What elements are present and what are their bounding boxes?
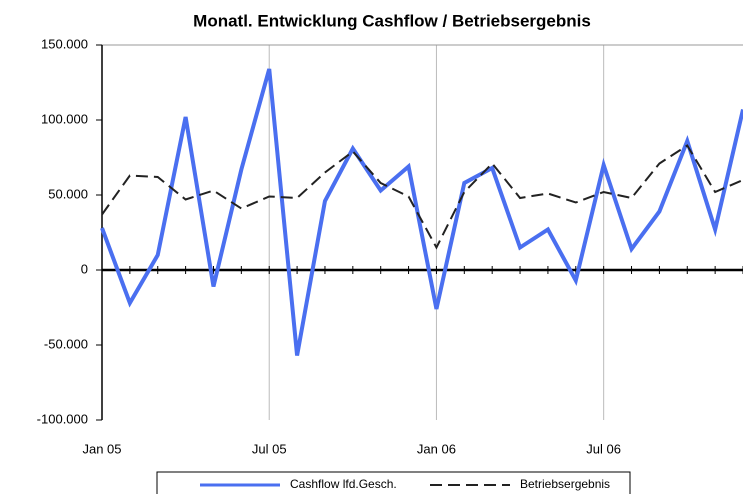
x-tick-label: Jul 06: [586, 441, 621, 456]
y-tick-label: 150.000: [41, 36, 88, 51]
y-tick-label: 0: [81, 261, 88, 276]
legend-box: [156, 471, 631, 494]
y-tick-label: -100.000: [37, 411, 88, 426]
legend-label: Betriebsergebnis: [520, 477, 610, 491]
series-line: [100, 68, 743, 356]
legend-label: Cashflow lfd.Gesch.: [290, 477, 397, 491]
y-tick-label: 50.000: [48, 186, 88, 201]
chart-title: Monatl. Entwicklung Cashflow / Betriebse…: [193, 11, 591, 30]
y-tick-label: -50.000: [44, 336, 88, 351]
x-tick-label: Jul 05: [252, 441, 287, 456]
x-tick-label: Jan 05: [82, 441, 121, 456]
x-tick-label: Jan 06: [417, 441, 456, 456]
y-tick-label: 100.000: [41, 111, 88, 126]
series-line: [101, 144, 743, 250]
